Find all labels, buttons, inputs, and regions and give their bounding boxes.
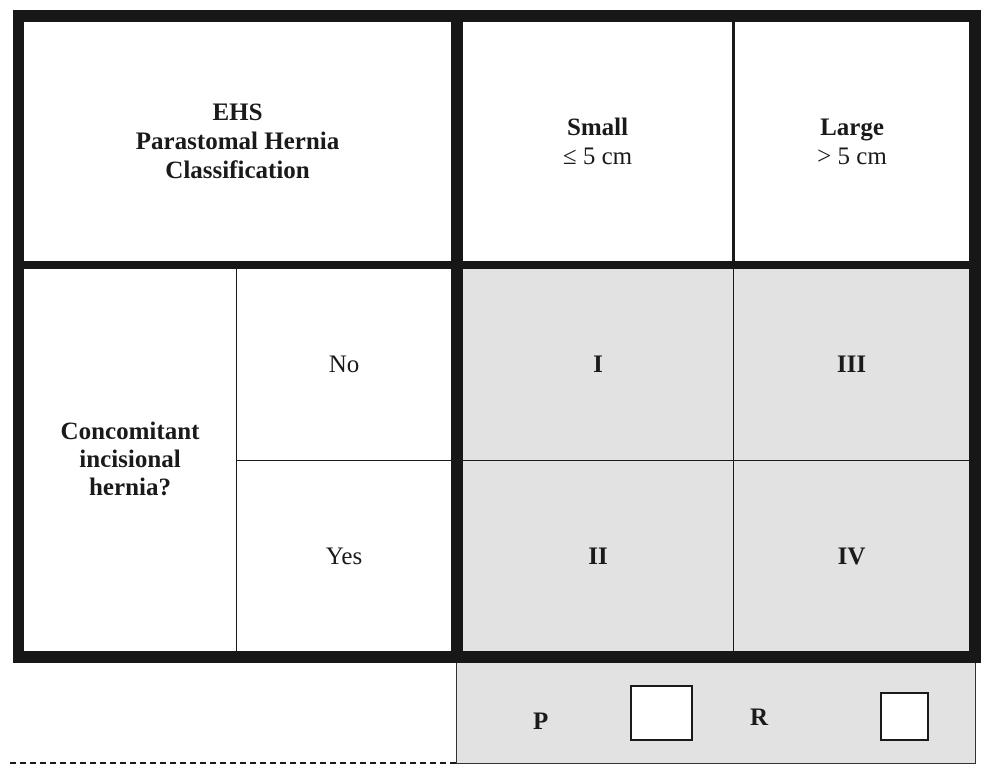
column-criterion: > 5 cm [817,142,887,170]
size-column-divider [733,268,734,651]
row-divider [237,460,969,461]
column-label: Small [566,113,629,141]
row-group-line: incisional [79,445,181,473]
table-border-right [969,10,981,663]
header-divider [13,261,981,269]
option-label-p: P [533,708,549,735]
row-label-divider [236,268,237,651]
grade-cells-background [463,268,969,651]
row-group-line: hernia? [89,473,171,501]
dashed-cut-line [10,762,456,764]
option-checkbox-p[interactable] [630,685,693,741]
row-group-label: Concomitant incisional hernia? [24,268,236,651]
title-line: EHS [212,99,263,126]
column-criterion: ≤ 5 cm [562,142,633,170]
row-label-yes: Yes [325,542,363,570]
size-column-divider-top [732,22,735,261]
title-line: Parastomal Hernia [135,128,340,155]
column-label: Large [820,113,884,141]
grade-cell-IV: IV [837,542,866,570]
column-header-large: Large > 5 cm [735,22,969,261]
option-label-r: R [750,704,769,731]
row-label-no: No [328,350,360,378]
row-group-line: Concomitant [60,417,200,445]
grade-cell-III: III [836,350,867,378]
grade-cell-II: II [588,542,608,570]
grade-cell-I: I [593,350,603,378]
table-border-bottom [13,651,981,663]
classification-title: EHS Parastomal Hernia Classification [24,22,451,261]
option-checkbox-r[interactable] [880,692,929,741]
table-border-top [13,10,981,22]
column-divider [451,10,463,663]
table-border-left [13,10,24,663]
title-line: Classification [165,157,310,184]
column-header-small: Small ≤ 5 cm [463,22,732,261]
